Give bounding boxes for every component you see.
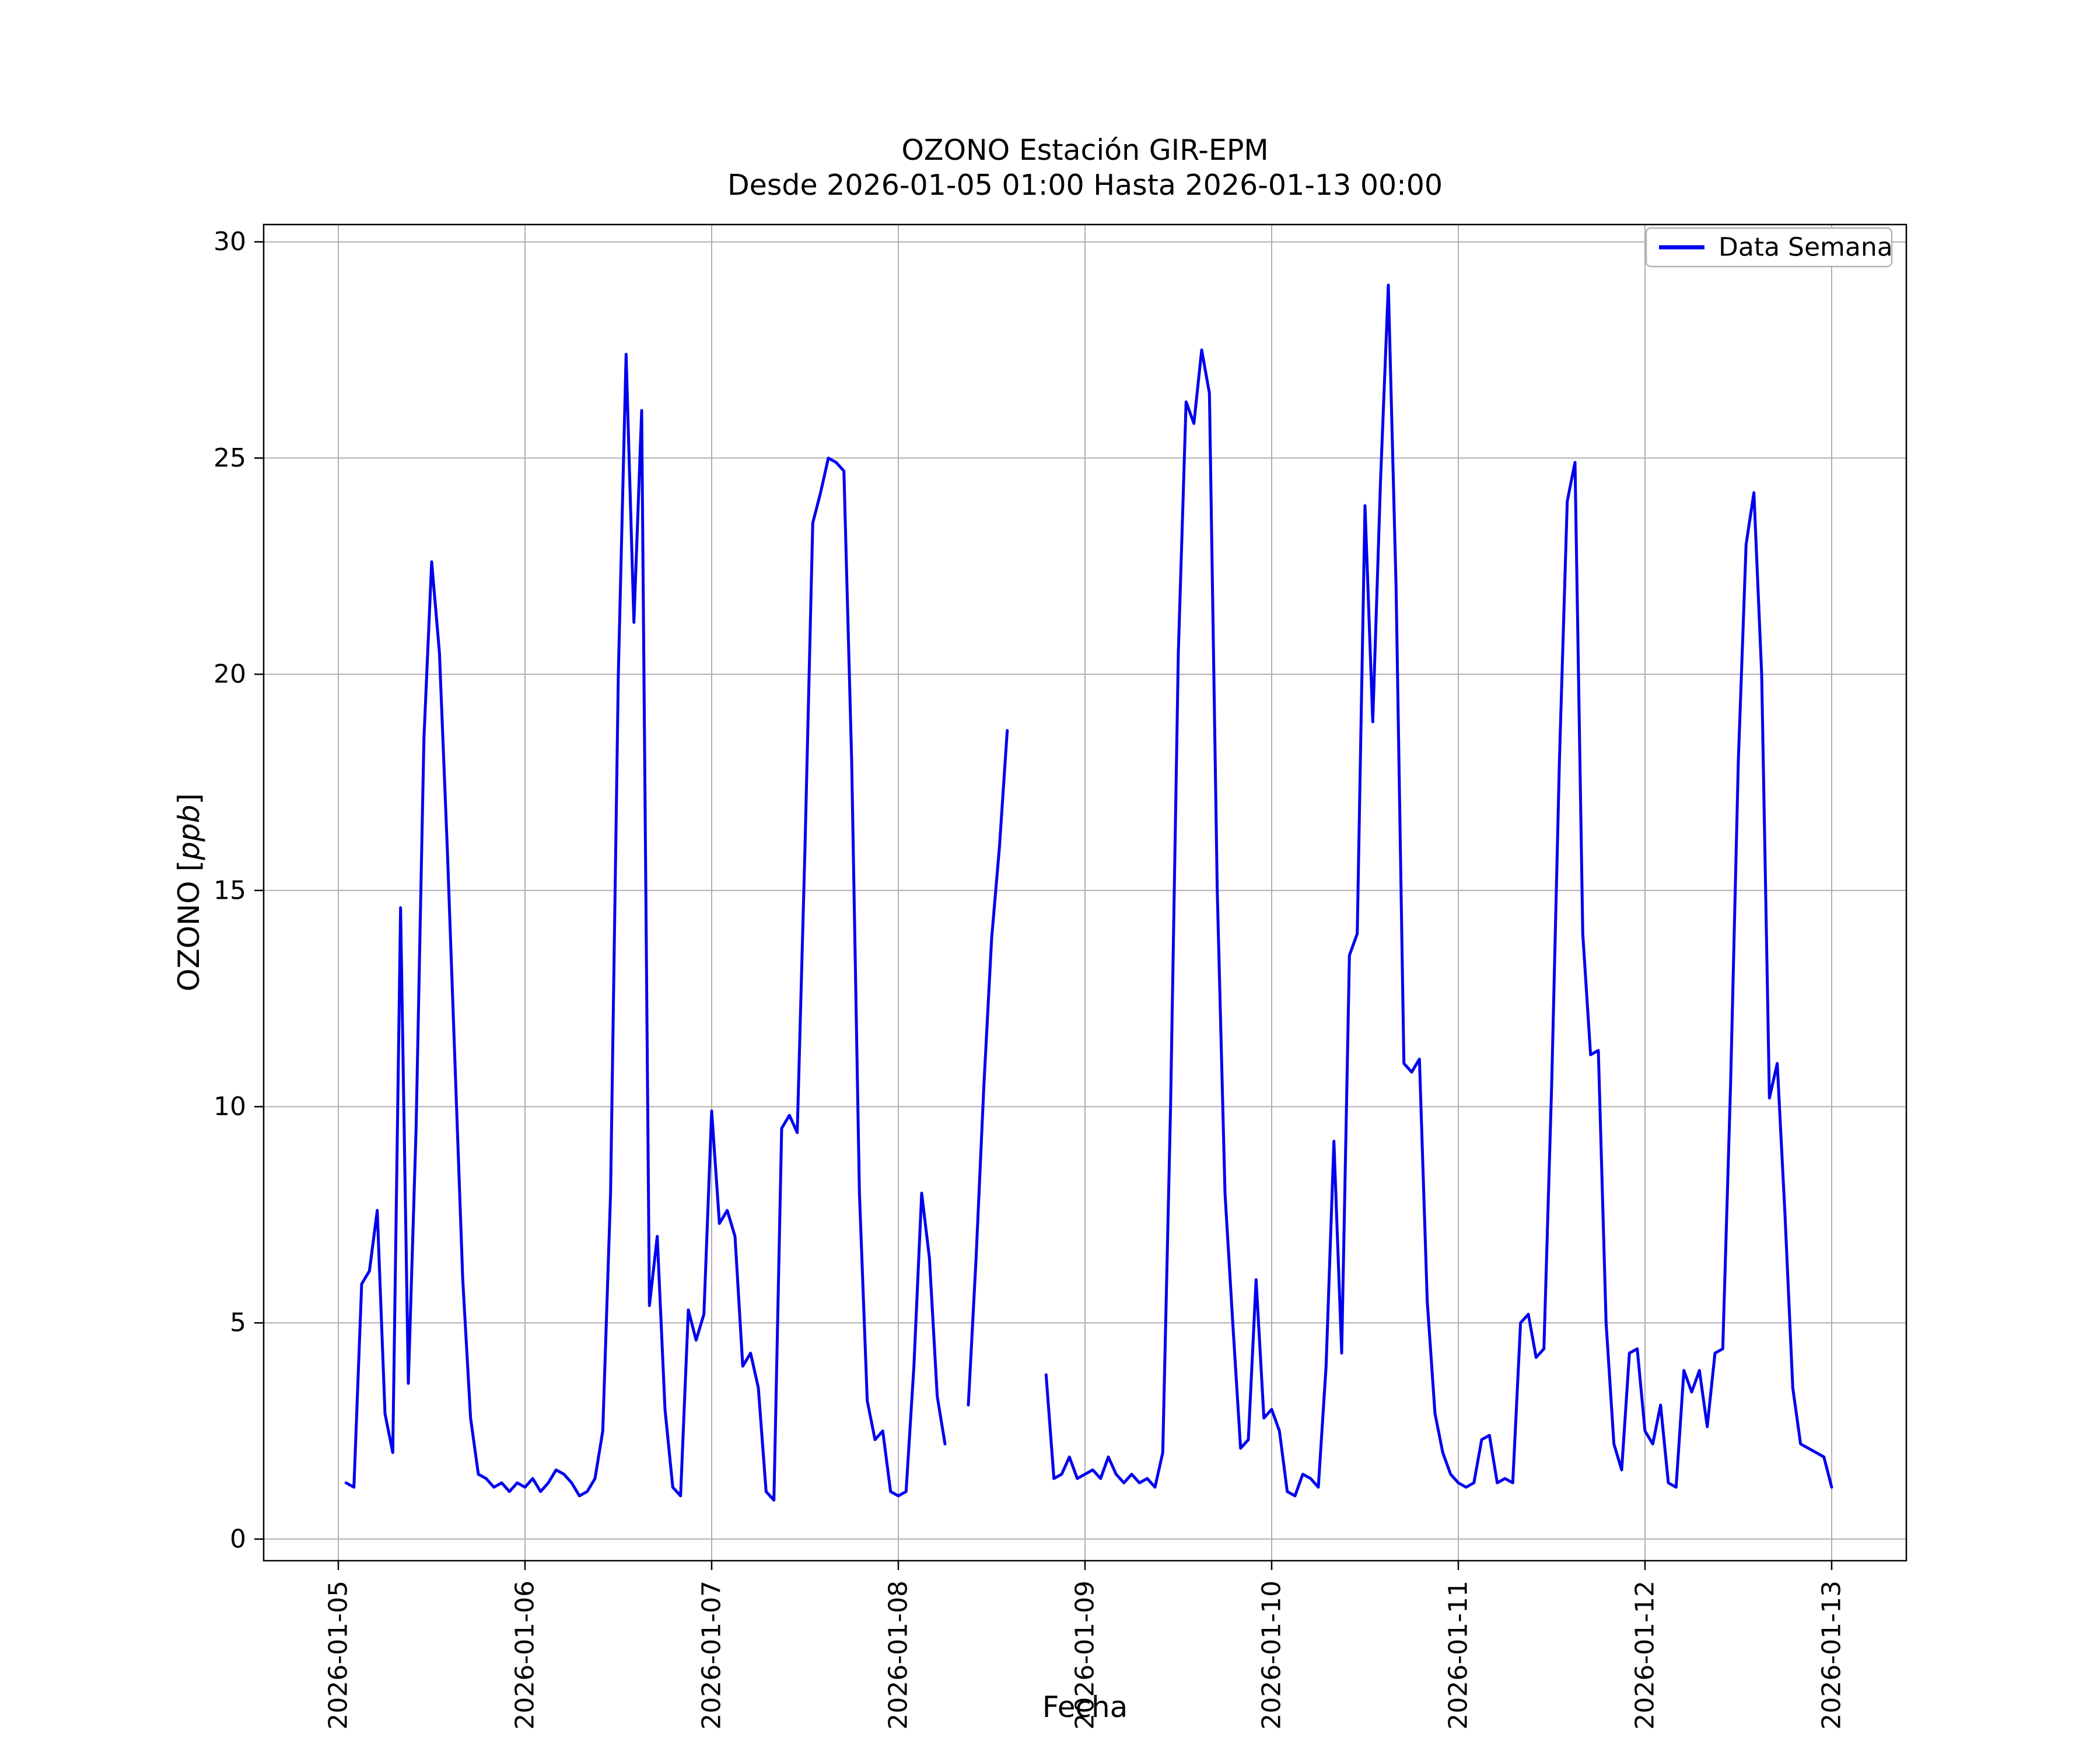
plot-frame [262, 223, 1908, 1562]
legend: Data Semana [1645, 227, 1893, 268]
axis-tick-labels: 2026-01-05 2026-01-06 2026-01-07 2026-01-08… [214, 227, 1847, 1730]
y-tick-label: 30 [214, 227, 246, 257]
chart-subtitle: Desde 2026-01-05 01:00 Hasta 2026-01-13 … [727, 169, 1443, 202]
chart-title: OZONO Estación GIR-EPM [901, 134, 1269, 167]
y-tick-label: 0 [230, 1524, 246, 1554]
x-tick-label: 2026-01-09 [1070, 1581, 1100, 1730]
y-tick-label: 20 [214, 660, 246, 689]
legend-label: Data Semana [1718, 233, 1893, 262]
y-tick-label: 25 [214, 443, 246, 473]
y-tick-label: 15 [214, 875, 246, 905]
x-tick-label: 2026-01-12 [1630, 1581, 1660, 1730]
x-axis-label: Fecha [1042, 1690, 1128, 1724]
x-tick-label: 2026-01-13 [1817, 1581, 1847, 1730]
x-tick-label: 2026-01-06 [510, 1581, 540, 1730]
y-axis-label: OZONO [ppb] [172, 793, 206, 991]
y-axis-label-unit: ppb [172, 804, 206, 860]
x-tick-label: 2026-01-07 [697, 1581, 727, 1730]
chart-title-block: OZONO Estación GIR-EPM Desde 2026-01-05 … [264, 133, 1906, 203]
data-series-line [344, 283, 1833, 1502]
axis-ticks [254, 241, 1833, 1570]
x-tick-label: 2026-01-10 [1257, 1581, 1287, 1730]
y-axis-label-prefix: OZONO [ [172, 860, 206, 991]
x-tick-label: 2026-01-08 [884, 1581, 914, 1730]
data-series [344, 283, 1833, 1502]
legend-box [1645, 227, 1893, 268]
grid-lines [264, 225, 1906, 1561]
y-axis-label-suffix: ] [172, 793, 206, 805]
x-tick-label: 2026-01-11 [1444, 1581, 1474, 1730]
y-tick-label: 5 [230, 1308, 246, 1338]
y-tick-label: 10 [214, 1092, 246, 1122]
axes-frame [262, 223, 1908, 1562]
x-tick-label: 2026-01-05 [324, 1581, 354, 1730]
